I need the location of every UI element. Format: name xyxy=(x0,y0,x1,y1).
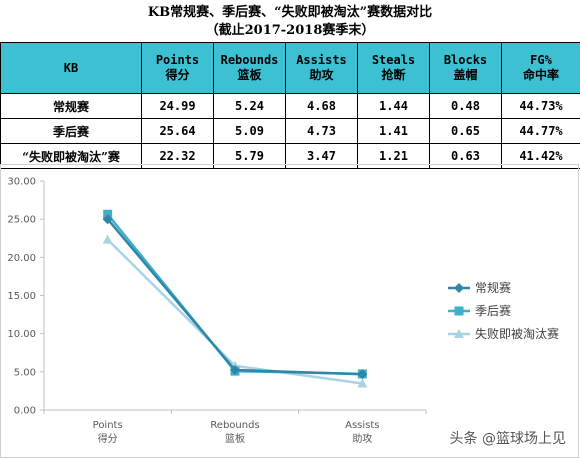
header-en: Assists xyxy=(296,53,347,67)
legend-marker xyxy=(454,283,464,293)
header-zh: 得分 xyxy=(165,68,190,82)
line-chart: 0.00 5.00 10.00 15.00 20.00 25.00 30.00 Points 得… xyxy=(7,177,566,448)
data-point xyxy=(230,365,240,376)
table-cell: 0.48 xyxy=(429,93,502,119)
series-line xyxy=(106,218,363,376)
data-point xyxy=(102,214,113,225)
header-zh: 篮板 xyxy=(237,68,262,82)
x-tick-label: Points xyxy=(93,420,123,431)
header-en: Blocks xyxy=(443,53,488,67)
table-row: 常规赛 24.99 5.24 4.68 1.44 0.48 44.73% xyxy=(0,93,580,119)
data-point xyxy=(102,234,113,244)
watermark-text: 头条 @篮球场上见 xyxy=(450,430,566,447)
x-tick-label: 篮板 xyxy=(225,432,245,445)
header-en: Points xyxy=(155,53,200,67)
table-cell: 1.41 xyxy=(357,118,430,144)
legend-label: 常规赛 xyxy=(475,280,511,295)
header-points: Points 得分 xyxy=(141,42,214,94)
header-en: Steals xyxy=(371,53,416,67)
y-tick-label: 0.00 xyxy=(14,406,36,417)
data-point xyxy=(357,369,368,380)
chart-container: 0.00 5.00 10.00 15.00 20.00 25.00 30.00 Points 得… xyxy=(0,164,579,458)
y-tick-label: 5.00 xyxy=(14,367,36,378)
y-tick-label: 15.00 xyxy=(7,291,36,302)
legend-marker xyxy=(454,306,464,316)
y-tick-label: 30.00 xyxy=(7,177,36,188)
header-fg: FG% 命中率 xyxy=(501,42,580,94)
header-zh: 抢断 xyxy=(381,68,406,82)
page-subtitle: （截止2017-2018赛季末） xyxy=(205,23,375,38)
legend-marker xyxy=(454,329,464,338)
page-title: KB常规赛、季后赛、“失败即被淘汰”赛数据对比 xyxy=(147,5,433,20)
table-cell: 4.73 xyxy=(285,118,358,144)
legend-label: 失败即被淘汰赛 xyxy=(475,326,559,341)
header-steals: Steals 抢断 xyxy=(357,42,430,94)
row-label: 常规赛 xyxy=(0,93,142,119)
table-corner-cell: KB xyxy=(0,42,142,94)
row-label: 季后赛 xyxy=(0,118,142,144)
x-tick-label: 助攻 xyxy=(352,432,372,445)
title-block: KB常规赛、季后赛、“失败即被淘汰”赛数据对比 （截止2017-2018赛季末） xyxy=(0,0,580,42)
table-cell: 5.24 xyxy=(213,93,286,119)
table-cell: 44.77% xyxy=(501,118,580,144)
y-tick-label: 10.00 xyxy=(7,329,36,340)
header-zh: 命中率 xyxy=(522,68,559,82)
x-tick-label: 得分 xyxy=(98,433,118,445)
header-rebounds: Rebounds 篮板 xyxy=(213,42,286,94)
x-tick-label: Rebounds xyxy=(210,420,259,431)
data-point xyxy=(357,378,368,388)
header-blocks: Blocks 盖帽 xyxy=(429,42,502,94)
table-cell: 25.64 xyxy=(141,118,214,144)
x-tick-label: Assists xyxy=(345,420,379,431)
table-cell: 1.44 xyxy=(357,93,430,119)
header-assists: Assists 助攻 xyxy=(285,42,358,94)
series-line xyxy=(106,213,363,376)
legend-label: 季后赛 xyxy=(475,303,511,318)
header-en: Rebounds xyxy=(220,53,279,67)
table-cell: 44.73% xyxy=(501,93,580,119)
header-en: FG% xyxy=(530,53,552,67)
table-row: “失败即被淘汰”赛 22.32 5.79 3.47 1.21 0.63 41.4… xyxy=(0,143,580,169)
stats-table: KB Points 得分 Rebounds 篮板 Assists 助攻 Steals 抢… xyxy=(0,42,580,169)
y-tick-label: 20.00 xyxy=(7,253,36,264)
table-cell: 0.65 xyxy=(429,118,502,144)
y-tick-label: 25.00 xyxy=(7,215,36,226)
header-zh: 盖帽 xyxy=(453,68,478,82)
table-cell: 5.09 xyxy=(213,118,286,144)
table-cell: 4.68 xyxy=(285,93,358,119)
table-header-row: KB Points 得分 Rebounds 篮板 Assists 助攻 Steals 抢… xyxy=(0,42,580,94)
table-row: 季后赛 25.64 5.09 4.73 1.41 0.65 44.77% xyxy=(0,118,580,144)
header-zh: 助攻 xyxy=(309,68,334,82)
table-cell: 24.99 xyxy=(141,93,214,119)
